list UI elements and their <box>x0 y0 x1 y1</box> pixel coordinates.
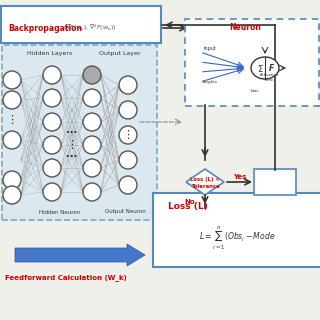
Bar <box>2 45 157 220</box>
FancyArrow shape <box>15 244 145 266</box>
Text: Neuron: Neuron <box>229 22 261 31</box>
Text: Backpropagation: Backpropagation <box>8 23 82 33</box>
Text: Yes: Yes <box>233 174 247 180</box>
Circle shape <box>83 183 101 201</box>
Circle shape <box>119 176 137 194</box>
Text: No: No <box>184 199 195 205</box>
Text: Hidden Layers: Hidden Layers <box>28 51 73 55</box>
Text: $(\nabla F(w_k), \nabla^2 F(w_k))$: $(\nabla F(w_k), \nabla^2 F(w_k))$ <box>63 23 117 33</box>
Text: ⋮: ⋮ <box>6 115 18 125</box>
Text: weights: weights <box>202 80 218 84</box>
Text: Hidden Neuron: Hidden Neuron <box>39 210 81 214</box>
Circle shape <box>3 171 21 189</box>
FancyBboxPatch shape <box>254 169 296 195</box>
Text: Loss (L) <: Loss (L) < <box>190 177 220 181</box>
Circle shape <box>43 113 61 131</box>
Text: $\Sigma$: $\Sigma$ <box>257 62 263 74</box>
Circle shape <box>83 159 101 177</box>
Circle shape <box>83 66 101 84</box>
Circle shape <box>43 66 61 84</box>
Circle shape <box>3 91 21 109</box>
Text: Input: Input <box>204 46 216 51</box>
Circle shape <box>83 113 101 131</box>
Circle shape <box>119 126 137 144</box>
Circle shape <box>119 101 137 119</box>
Text: Output Neuron: Output Neuron <box>105 210 145 214</box>
Circle shape <box>119 151 137 169</box>
Circle shape <box>3 71 21 89</box>
Circle shape <box>43 183 61 201</box>
Circle shape <box>43 136 61 154</box>
Text: Feedforward Calculation (W_k): Feedforward Calculation (W_k) <box>5 275 127 282</box>
Text: Loss (L): Loss (L) <box>168 203 208 212</box>
Text: Tolerance: Tolerance <box>191 183 219 188</box>
Circle shape <box>83 89 101 107</box>
Text: Activation
Func.: Activation Func. <box>260 73 280 82</box>
Text: $L = \sum_{i=1}^{n}(Obs_i - Mode$: $L = \sum_{i=1}^{n}(Obs_i - Mode$ <box>199 224 275 252</box>
Text: ⋮: ⋮ <box>123 130 133 140</box>
Text: bias: bias <box>251 89 259 93</box>
FancyBboxPatch shape <box>153 193 320 267</box>
Circle shape <box>43 159 61 177</box>
FancyBboxPatch shape <box>185 19 319 106</box>
Text: F: F <box>268 63 274 73</box>
Circle shape <box>3 131 21 149</box>
FancyBboxPatch shape <box>1 6 161 43</box>
Circle shape <box>119 76 137 94</box>
Circle shape <box>83 136 101 154</box>
Text: ···: ··· <box>66 152 78 162</box>
Text: ···: ··· <box>66 128 78 138</box>
Polygon shape <box>186 169 224 195</box>
Ellipse shape <box>251 57 279 79</box>
Text: ⋮: ⋮ <box>67 140 77 150</box>
Circle shape <box>43 89 61 107</box>
Circle shape <box>3 186 21 204</box>
Text: Output Layer: Output Layer <box>99 51 141 55</box>
